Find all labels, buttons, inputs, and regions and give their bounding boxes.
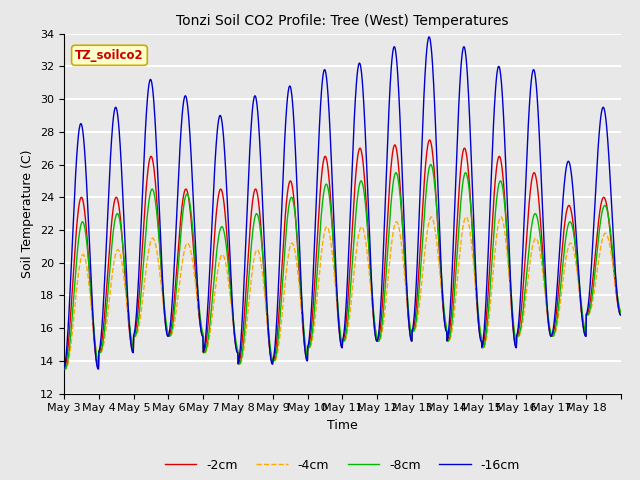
-8cm [61,366,69,372]
-2cm [556,276,563,282]
-2cm [328,213,335,218]
-16cm [317,87,325,93]
-2cm [474,314,482,320]
-8cm [328,222,336,228]
-8cm [556,291,564,297]
-16cm [617,312,625,318]
-16cm [148,78,156,84]
Title: Tonzi Soil CO2 Profile: Tree (West) Temperatures: Tonzi Soil CO2 Profile: Tree (West) Temp… [176,14,509,28]
-16cm [611,252,618,257]
-4cm [556,303,564,309]
-16cm [425,34,433,40]
Line: -2cm: -2cm [64,140,621,369]
-4cm [428,214,435,220]
-4cm [617,310,625,315]
-2cm [60,366,68,372]
-8cm [60,365,68,371]
-4cm [611,272,618,278]
-4cm [62,366,70,372]
-2cm [317,177,325,183]
-8cm [617,310,625,316]
-16cm [474,316,482,322]
Line: -8cm: -8cm [64,165,621,369]
Y-axis label: Soil Temperature (C): Soil Temperature (C) [22,149,35,278]
-8cm [148,187,156,192]
-4cm [148,237,156,242]
-2cm [610,268,618,274]
-2cm [147,154,155,159]
-4cm [317,249,325,255]
-8cm [317,209,325,215]
Line: -16cm: -16cm [64,37,621,369]
-16cm [328,174,336,180]
Text: TZ_soilco2: TZ_soilco2 [75,49,144,62]
-4cm [474,312,482,318]
-4cm [328,249,336,254]
-16cm [94,366,102,372]
X-axis label: Time: Time [327,419,358,432]
Legend: -2cm, -4cm, -8cm, -16cm: -2cm, -4cm, -8cm, -16cm [160,454,525,477]
-8cm [474,310,482,315]
-4cm [60,364,68,370]
-2cm [426,137,433,143]
-16cm [60,366,68,372]
-8cm [427,162,435,168]
Line: -4cm: -4cm [64,217,621,369]
-2cm [617,312,625,318]
-16cm [556,243,564,249]
-8cm [611,264,618,270]
